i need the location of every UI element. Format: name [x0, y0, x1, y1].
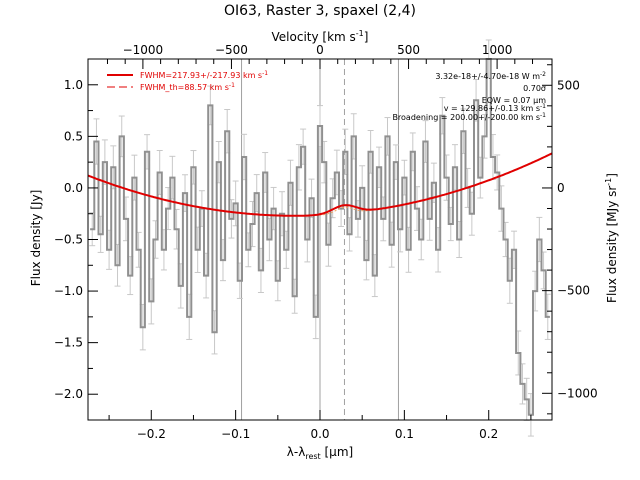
legend: FWHM=217.93+/-217.93 km s-1 FWHM_th=88.5… [107, 70, 268, 92]
annotation-broadening-sup: -1 [540, 112, 546, 119]
right-tick-label-3: −1000 [557, 386, 598, 400]
chart-title: OI63, Raster 3, spaxel (2,4) [224, 3, 416, 19]
top-axis-label-end: ] [364, 30, 369, 44]
x-axis-label-unit: [μm] [321, 445, 354, 459]
y-tick-label-2: −1.0 [54, 284, 83, 298]
legend-label-fwhm-sup: -1 [262, 70, 268, 77]
y-tick-label-0: −2.0 [54, 387, 83, 401]
y-tick-label-3: −0.5 [54, 233, 83, 247]
top-tick-label-2: 0 [316, 43, 324, 57]
annotation-broadening-main: Broadening = 200.00+/-200.00 km s [392, 113, 540, 122]
top-tick-label-1: −500 [215, 43, 248, 57]
right-tick-label-0: 500 [557, 78, 580, 92]
top-tick-label-3: 500 [397, 43, 420, 57]
right-axis-label-sup: -1 [604, 178, 613, 186]
annotation-broadening: Broadening = 200.00+/-200.00 km s-1 [392, 112, 546, 122]
series-spectrum [90, 58, 550, 416]
top-axis-label: Velocity [km s-1] [272, 29, 369, 44]
x-tick-label-1: −0.1 [221, 427, 250, 441]
x-tick-label-0: −0.2 [137, 427, 166, 441]
y-axis-label: Flux density [Jy] [29, 190, 43, 287]
right-tick-label-2: −500 [557, 284, 590, 298]
legend-label-fwhm-th-sup: -1 [229, 82, 235, 89]
right-axis-label: Flux density [MJy sr-1] [604, 173, 619, 303]
legend-label-fwhm-th-main: FWHM_th=88.57 km s [140, 83, 229, 92]
annotation-eqw: EQW = 0.07 μm [482, 96, 546, 105]
x-tick-label-4: 0.2 [479, 427, 498, 441]
y-tick-label-4: 0.0 [64, 181, 83, 195]
model-fit [87, 152, 553, 217]
x-axis-label-sub: rest [305, 452, 320, 461]
right-axis-label-main: Flux density [MJy sr [605, 186, 619, 303]
legend-label-fwhm: FWHM=217.93+/-217.93 km s-1 [140, 70, 268, 80]
y-tick-label-6: 1.0 [64, 78, 83, 92]
legend-label-fwhm-th: FWHM_th=88.57 km s-1 [140, 82, 235, 92]
x-tick-label-2: 0.0 [310, 427, 329, 441]
annotation-flux-main: 3.32e-18+/-4.70e-18 W m [435, 72, 540, 81]
top-axis-label-main: Velocity [km s [272, 30, 356, 44]
series-layer [90, 58, 550, 416]
y-tick-label-5: 0.5 [64, 129, 83, 143]
annotation-sigma: 0.70σ [523, 84, 546, 93]
annotation-flux-sup: -2 [540, 71, 546, 78]
top-axis-label-sup: -1 [356, 29, 364, 38]
right-axis-label-end: ] [605, 173, 619, 178]
legend-label-fwhm-main: FWHM=217.93+/-217.93 km s [140, 71, 262, 80]
x-axis-label: λ-λrest [μm] [287, 445, 353, 461]
x-tick-label-3: 0.1 [395, 427, 414, 441]
model-layer [87, 152, 553, 217]
annotation-velocity: v = 129.86+/-0.13 km s-1 [444, 103, 546, 113]
top-tick-label-4: 1000 [482, 43, 513, 57]
annotation-flux: 3.32e-18+/-4.70e-18 W m-2 [435, 71, 546, 81]
annotation-velocity-main: v = 129.86+/-0.13 km s [444, 104, 540, 113]
ticks: −0.2 −0.1 0.0 0.1 0.2 −2.0 −1.5 −1.0 −0.5 0.0 0.5 1… [54, 43, 598, 441]
right-tick-label-1: 0 [557, 181, 565, 195]
fit-annotations: 3.32e-18+/-4.70e-18 W m-2 0.70σ EQW = 0.… [392, 71, 546, 122]
annotation-velocity-sup: -1 [540, 103, 546, 110]
x-axis-label-main: λ-λ [287, 445, 306, 459]
top-tick-label-0: −1000 [123, 43, 164, 57]
y-tick-label-1: −1.5 [54, 336, 83, 350]
